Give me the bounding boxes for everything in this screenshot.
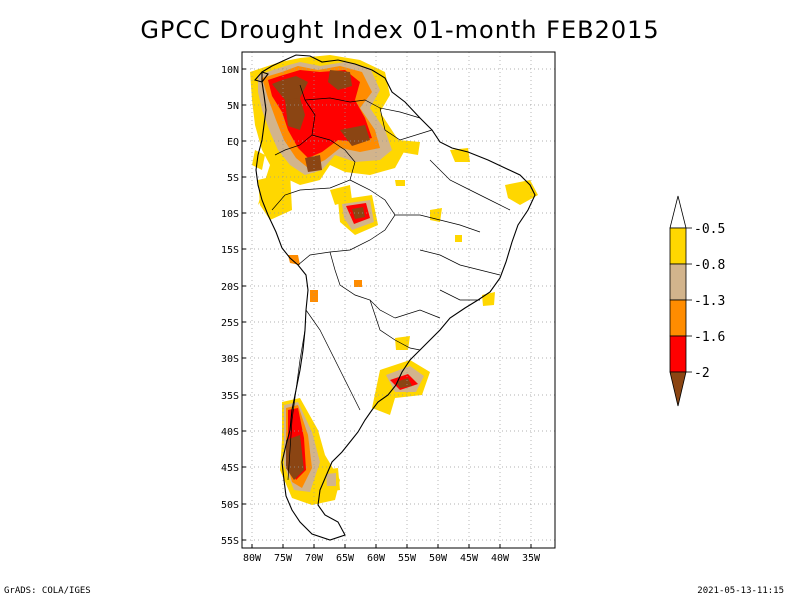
- lat-label: EQ: [227, 137, 239, 148]
- lon-label: 40W: [491, 553, 510, 564]
- coastline: [254, 54, 536, 541]
- footer-credit: GrADS: COLA/IGES: [4, 586, 91, 596]
- colorbar-labels: -0.5 -0.8 -1.3 -1.6 -2: [694, 222, 725, 381]
- patch-orange: [288, 255, 300, 265]
- patch-brown: [396, 378, 412, 388]
- longitude-labels: 80W 75W 70W 65W 60W 55W 50W 45W 40W 35W: [243, 553, 541, 564]
- patch-yellow: [252, 150, 265, 170]
- drought-patches: [250, 55, 538, 505]
- lat-label: 30S: [221, 354, 239, 365]
- latitude-labels: 10N 5N EQ 5S 10S 15S 20S 25S 30S 35S 40S…: [221, 65, 239, 547]
- colorbar-bottom-arrow: [669, 371, 687, 407]
- colorbar-label: -2: [694, 366, 710, 381]
- lat-label: 55S: [221, 536, 239, 547]
- lon-label: 60W: [367, 553, 386, 564]
- lat-label: 45S: [221, 463, 239, 474]
- lon-label: 45W: [460, 553, 479, 564]
- patch-orange: [354, 280, 362, 287]
- lon-label: 55W: [398, 553, 417, 564]
- plot-frame: [241, 51, 556, 549]
- lat-label: 10N: [221, 65, 239, 76]
- colorbar-label: -1.3: [694, 294, 725, 309]
- map-title: GPCC Drought Index 01-month FEB2015: [140, 16, 660, 44]
- lat-label: 50S: [221, 500, 239, 511]
- colorbar-label: -0.5: [694, 222, 725, 237]
- country-borders: [271, 84, 511, 481]
- patch-brown: [285, 98, 305, 130]
- lon-label: 50W: [429, 553, 448, 564]
- lon-label: 70W: [305, 553, 324, 564]
- lat-label: 20S: [221, 282, 239, 293]
- patch-brown: [328, 70, 352, 90]
- lat-label: 5S: [227, 173, 239, 184]
- lon-label: 80W: [243, 553, 262, 564]
- patch-yellow: [505, 180, 538, 205]
- lat-label: 5N: [227, 101, 239, 112]
- colorbar-label: -0.8: [694, 258, 725, 273]
- patch-yellow: [395, 180, 405, 186]
- colorbar-top-arrow: [669, 195, 687, 229]
- lon-label: 35W: [522, 553, 541, 564]
- lat-label: 35S: [221, 391, 239, 402]
- colorbar-swatch-red: [669, 335, 687, 373]
- patch-yellow: [395, 336, 410, 350]
- lon-label: 65W: [336, 553, 355, 564]
- lon-label: 75W: [274, 553, 293, 564]
- colorbar-swatch-tan: [669, 263, 687, 301]
- lat-label: 15S: [221, 245, 239, 256]
- graticule: [242, 52, 555, 548]
- patch-yellow: [482, 292, 495, 306]
- colorbar-swatch-orange: [669, 299, 687, 337]
- patch-yellow: [398, 140, 420, 155]
- patch-yellow: [455, 235, 462, 242]
- patch-yellow: [258, 172, 292, 220]
- footer-timestamp: 2021-05-13-11:15: [697, 586, 784, 596]
- lat-label: 40S: [221, 427, 239, 438]
- patch-tan: [326, 473, 336, 486]
- patch-brown: [305, 155, 322, 172]
- colorbar: [669, 195, 692, 407]
- lat-label: 25S: [221, 318, 239, 329]
- tick-marks: [242, 68, 532, 548]
- colorbar-label: -1.6: [694, 330, 725, 345]
- lat-label: 10S: [221, 209, 239, 220]
- colorbar-swatch-yellow: [669, 227, 687, 265]
- patch-brown: [272, 76, 308, 108]
